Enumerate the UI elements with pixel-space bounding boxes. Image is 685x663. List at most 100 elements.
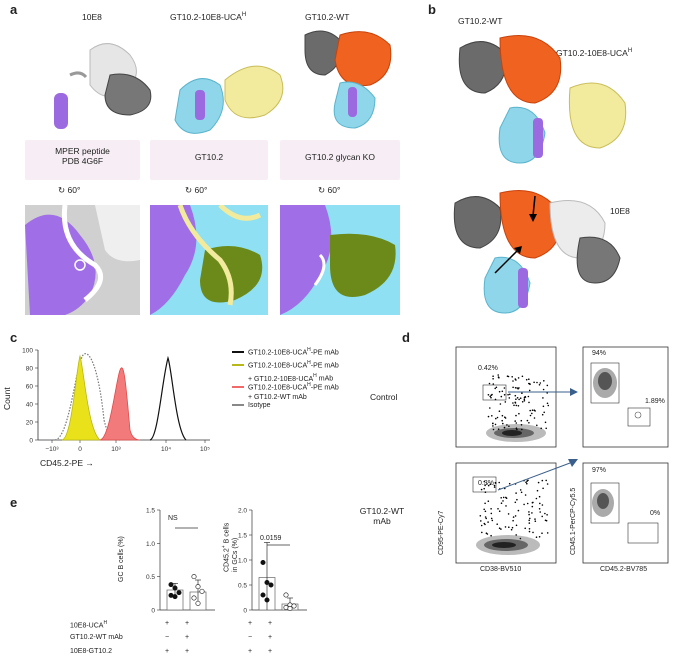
- mark-r2-c1: −: [165, 634, 170, 641]
- event-dot: [490, 508, 492, 510]
- event-dot: [533, 381, 535, 384]
- event-dot: [483, 487, 485, 490]
- event-dot: [541, 479, 544, 482]
- event-dot: [542, 388, 545, 391]
- event-dot: [498, 410, 501, 412]
- event-dot: [480, 488, 483, 491]
- series-wt-curve: [99, 367, 141, 441]
- event-dot: [508, 526, 510, 528]
- event-dot: [500, 497, 502, 499]
- event-dot: [505, 505, 507, 507]
- event-dot: [528, 389, 531, 392]
- event-dot: [524, 395, 526, 398]
- x-tick-label: 10⁴: [161, 446, 171, 453]
- event-dot: [525, 378, 528, 381]
- rotation-label-2: GT10.2: [194, 152, 224, 162]
- rotation-box-1: MPER peptide PDB 4G6F: [25, 140, 140, 180]
- data-point: [168, 582, 174, 588]
- data-point: [172, 585, 178, 591]
- event-dot: [546, 402, 549, 405]
- event-dot: [516, 397, 519, 399]
- legend-entry-1: GT10.2-10E8-UCAH-PE mAb: [232, 347, 402, 358]
- event-dot: [512, 386, 514, 389]
- event-dot: [498, 481, 500, 484]
- event-dot: [529, 414, 532, 417]
- event-dot: [521, 392, 523, 394]
- row-label-control: Control: [370, 392, 398, 402]
- event-dot: [496, 416, 499, 419]
- event-dot: [546, 532, 549, 534]
- event-dot: [528, 511, 530, 513]
- panel-letter-b: b: [428, 2, 436, 17]
- event-dot: [540, 427, 542, 430]
- event-dot: [492, 378, 494, 380]
- y-tick-label: 40: [26, 402, 34, 409]
- event-dot: [538, 536, 541, 538]
- event-dot: [489, 407, 491, 409]
- event-dot: [546, 483, 549, 485]
- gate-label-wt-2a: 97%: [592, 467, 607, 474]
- event-dot: [507, 513, 510, 515]
- event-dot: [518, 398, 520, 401]
- mark-r3-c2: +: [185, 648, 190, 655]
- event-dot: [500, 528, 502, 530]
- event-dot: [484, 502, 486, 505]
- event-dot: [528, 378, 530, 380]
- event-dot: [490, 394, 492, 397]
- event-dot: [545, 519, 548, 522]
- event-dot: [504, 526, 507, 528]
- data-point: [195, 584, 201, 590]
- event-dot: [539, 511, 541, 513]
- mark-r3-c3: +: [248, 648, 253, 655]
- event-dot: [528, 401, 530, 404]
- ns-label: NS: [168, 515, 178, 522]
- event-dot: [538, 508, 541, 510]
- event-dot: [511, 526, 514, 529]
- event-dot: [529, 409, 531, 412]
- mark-r1-c4: +: [268, 620, 273, 627]
- event-dot: [514, 501, 517, 504]
- rotation-label-3: GT10.2 glycan KO: [305, 152, 375, 162]
- event-dot: [484, 484, 486, 487]
- event-dot: [487, 484, 490, 487]
- event-dot: [542, 397, 544, 399]
- gate-label-wt-1: 0.3%: [478, 480, 494, 487]
- event-dot: [545, 427, 547, 430]
- event-dot: [534, 520, 537, 522]
- event-dot: [528, 528, 531, 530]
- rotation-label-1: MPER peptide PDB 4G6F: [55, 146, 110, 166]
- event-dot: [510, 528, 513, 531]
- x-tick-label: 10⁵: [200, 446, 210, 453]
- event-dot: [493, 486, 496, 488]
- event-dot: [515, 404, 518, 407]
- series-uca-curve: [149, 355, 187, 441]
- y-tick-label: 100: [22, 348, 33, 355]
- event-dot: [547, 404, 550, 407]
- event-dot: [485, 517, 487, 520]
- event-dot: [529, 517, 531, 520]
- rotation-indicator-1: ↻ 60°: [58, 185, 81, 195]
- e-row-label-3: 10E8-GT10.2: [70, 648, 113, 655]
- dot-plots-e: 0 0.5 1.0 1.5 0 0.5 1.0 1.5 2.0: [146, 508, 307, 615]
- event-dot: [513, 404, 515, 407]
- event-dot: [516, 428, 518, 431]
- event-dot: [521, 375, 524, 378]
- gate-label-control-2a: 94%: [592, 350, 607, 357]
- event-dot: [538, 384, 541, 386]
- event-dot: [546, 384, 549, 387]
- gate-label-control-2b: 1.89%: [645, 398, 665, 405]
- event-dot: [517, 509, 520, 512]
- event-dot: [524, 494, 527, 496]
- y-tick-label: 0: [151, 608, 155, 615]
- e-row-label-2: GT10.2-WT mAb: [70, 634, 123, 641]
- event-dot: [484, 491, 487, 493]
- histogram-xlabel: CD45.2-PE →: [40, 458, 94, 468]
- data-point: [176, 590, 182, 596]
- y-tick-label: 20: [26, 420, 34, 427]
- event-dot: [535, 497, 538, 500]
- gc-b-cells-chart: 0 0.5 1.0 1.5: [146, 508, 215, 615]
- event-dot: [512, 516, 515, 518]
- event-dot: [494, 423, 497, 426]
- surface-mper: [25, 205, 140, 315]
- event-dot: [538, 495, 541, 498]
